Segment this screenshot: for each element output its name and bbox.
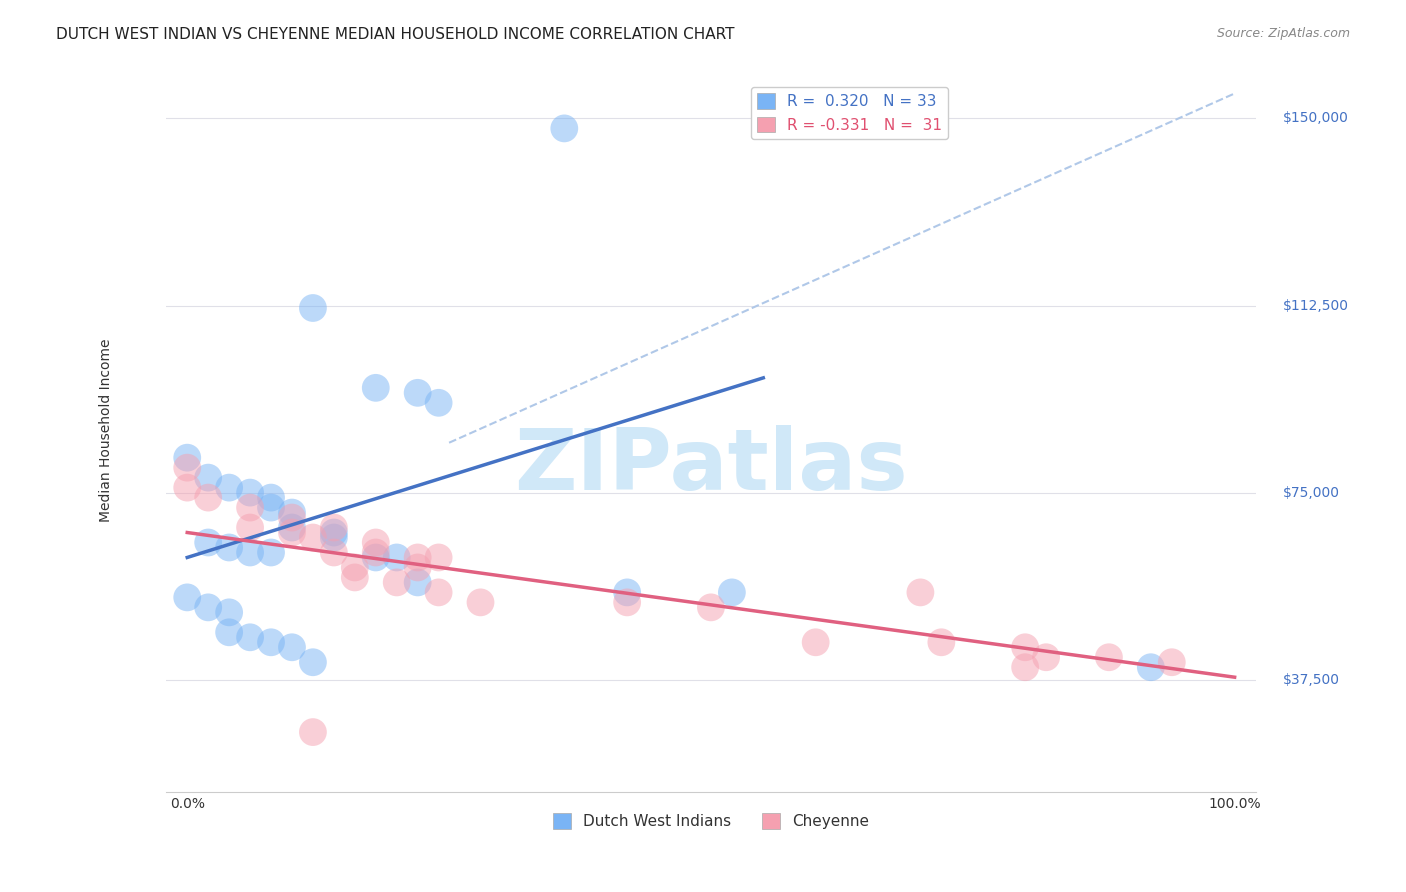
Point	[343, 560, 366, 574]
Point	[218, 481, 240, 495]
Point	[1014, 660, 1036, 674]
Point	[406, 575, 429, 590]
Point	[302, 301, 325, 315]
Point	[239, 545, 262, 559]
Point	[197, 470, 219, 484]
Point	[385, 550, 408, 565]
Text: $150,000: $150,000	[1282, 112, 1348, 126]
Text: $75,000: $75,000	[1282, 485, 1340, 500]
Point	[364, 381, 387, 395]
Point	[406, 385, 429, 400]
Point	[281, 520, 304, 534]
Point	[281, 506, 304, 520]
Point	[197, 535, 219, 549]
Point	[721, 585, 744, 599]
Point	[281, 640, 304, 655]
Text: DUTCH WEST INDIAN VS CHEYENNE MEDIAN HOUSEHOLD INCOME CORRELATION CHART: DUTCH WEST INDIAN VS CHEYENNE MEDIAN HOU…	[56, 27, 735, 42]
Point	[176, 460, 198, 475]
Point	[239, 500, 262, 515]
Point	[218, 541, 240, 555]
Point	[302, 655, 325, 669]
Point	[197, 600, 219, 615]
Point	[260, 545, 283, 559]
Point	[302, 531, 325, 545]
Point	[1140, 660, 1163, 674]
Point	[1160, 655, 1182, 669]
Point	[239, 485, 262, 500]
Point	[1098, 650, 1121, 665]
Point	[406, 560, 429, 574]
Point	[239, 630, 262, 644]
Point	[385, 575, 408, 590]
Point	[197, 491, 219, 505]
Point	[176, 481, 198, 495]
Point	[176, 450, 198, 465]
Legend: Dutch West Indians, Cheyenne: Dutch West Indians, Cheyenne	[547, 806, 876, 835]
Point	[364, 545, 387, 559]
Point	[931, 635, 953, 649]
Point	[1014, 640, 1036, 655]
Point	[176, 591, 198, 605]
Point	[470, 595, 492, 609]
Point	[239, 520, 262, 534]
Point	[804, 635, 827, 649]
Point	[427, 585, 450, 599]
Point	[260, 635, 283, 649]
Point	[1035, 650, 1057, 665]
Point	[218, 605, 240, 619]
Point	[406, 550, 429, 565]
Text: ZIPatlas: ZIPatlas	[515, 425, 908, 508]
Point	[343, 570, 366, 584]
Point	[322, 545, 344, 559]
Text: Median Household Income: Median Household Income	[100, 338, 114, 522]
Point	[616, 585, 638, 599]
Point	[322, 520, 344, 534]
Point	[910, 585, 932, 599]
Text: $112,500: $112,500	[1282, 299, 1348, 312]
Point	[427, 396, 450, 410]
Point	[427, 550, 450, 565]
Point	[302, 725, 325, 739]
Text: Source: ZipAtlas.com: Source: ZipAtlas.com	[1216, 27, 1350, 40]
Point	[322, 525, 344, 540]
Point	[616, 595, 638, 609]
Point	[700, 600, 723, 615]
Point	[322, 531, 344, 545]
Point	[281, 525, 304, 540]
Point	[260, 500, 283, 515]
Point	[364, 535, 387, 549]
Text: $37,500: $37,500	[1282, 673, 1340, 687]
Point	[364, 550, 387, 565]
Point	[260, 491, 283, 505]
Point	[281, 510, 304, 524]
Point	[553, 121, 575, 136]
Point	[218, 625, 240, 640]
